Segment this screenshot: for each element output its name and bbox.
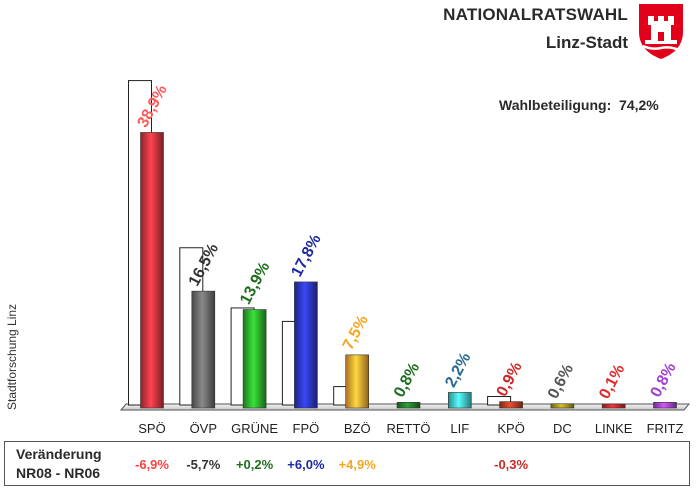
category-label-kpö: KPÖ xyxy=(497,421,524,436)
change-value-fpö: +6,0% xyxy=(287,457,325,472)
bar-grüne xyxy=(242,309,267,409)
bar-spö xyxy=(140,132,164,409)
previous-bar-kpö xyxy=(487,396,512,406)
value-label-kpö: 0,9% xyxy=(494,359,526,399)
category-label-fritz: FRITZ xyxy=(647,421,684,436)
category-label-övp: ÖVP xyxy=(190,421,217,436)
value-label-grüne: 13,9% xyxy=(237,259,273,307)
bar-bzö xyxy=(345,354,370,409)
page-subtitle: Linz-Stadt xyxy=(545,33,628,52)
change-values: -6,9% -5,7% +0,2% +6,0% +4,9% -0,3% xyxy=(135,457,529,472)
value-label-rettö: 0,8% xyxy=(391,360,423,400)
change-label-line1: Veränderung xyxy=(16,446,102,462)
change-value-spö: -6,9% xyxy=(135,457,169,472)
change-value-grüne: +0,2% xyxy=(236,457,274,472)
change-value-bzö: +4,9% xyxy=(339,457,377,472)
category-label-fpö: FPÖ xyxy=(293,421,320,436)
value-labels: 38,9%16,5% 13,9%17,8%7,5%0,8% 2,2% 0,9% 0,6%… xyxy=(135,82,680,402)
header: NATIONALRATSWAHL Linz-Stadt xyxy=(0,0,700,60)
page-title: NATIONALRATSWAHL xyxy=(443,5,628,24)
category-label-lif: LIF xyxy=(450,421,469,436)
category-label-dc: DC xyxy=(553,421,572,436)
bar-lif xyxy=(447,392,472,409)
change-label: Veränderung NR08 - NR06 xyxy=(16,445,102,483)
turnout-readout: Wahlbeteiligung: 74,2% xyxy=(499,97,659,113)
turnout-label: Wahlbeteiligung: xyxy=(499,97,612,113)
value-label-dc: 0,6% xyxy=(545,361,577,401)
change-label-line2: NR08 - NR06 xyxy=(16,465,101,481)
turnout-value: 74,2% xyxy=(619,97,659,113)
coat-of-arms-icon xyxy=(639,4,683,59)
change-value-kpö: -0,3% xyxy=(494,457,528,472)
category-label-bzö: BZÖ xyxy=(344,421,371,436)
category-label-grüne: GRÜNE xyxy=(231,421,278,436)
bar-fritz xyxy=(653,402,677,409)
value-label-bzö: 7,5% xyxy=(340,313,372,353)
value-label-linke: 0,1% xyxy=(596,362,628,402)
category-label-rettö: RETTÖ xyxy=(386,421,430,436)
value-label-lif: 2,2% xyxy=(442,350,474,390)
bar-fpö xyxy=(294,281,318,409)
category-labels: SPÖ ÖVP GRÜNE FPÖ BZÖ RETTÖ LIF KPÖ DC LINKE FRITZ xyxy=(138,421,683,436)
bar-dc xyxy=(550,403,575,409)
bar-kpö xyxy=(499,401,523,409)
category-label-linke: LINKE xyxy=(595,421,633,436)
category-label-spö: SPÖ xyxy=(138,421,165,436)
value-label-fritz: 0,8% xyxy=(648,360,680,400)
change-value-övp: -5,7% xyxy=(186,457,220,472)
bar-övp xyxy=(191,290,216,409)
change-table xyxy=(4,441,690,486)
current-bars xyxy=(140,132,677,409)
value-label-fpö: 17,8% xyxy=(288,232,324,280)
bar-rettö xyxy=(396,402,421,409)
bar-linke xyxy=(601,403,626,409)
